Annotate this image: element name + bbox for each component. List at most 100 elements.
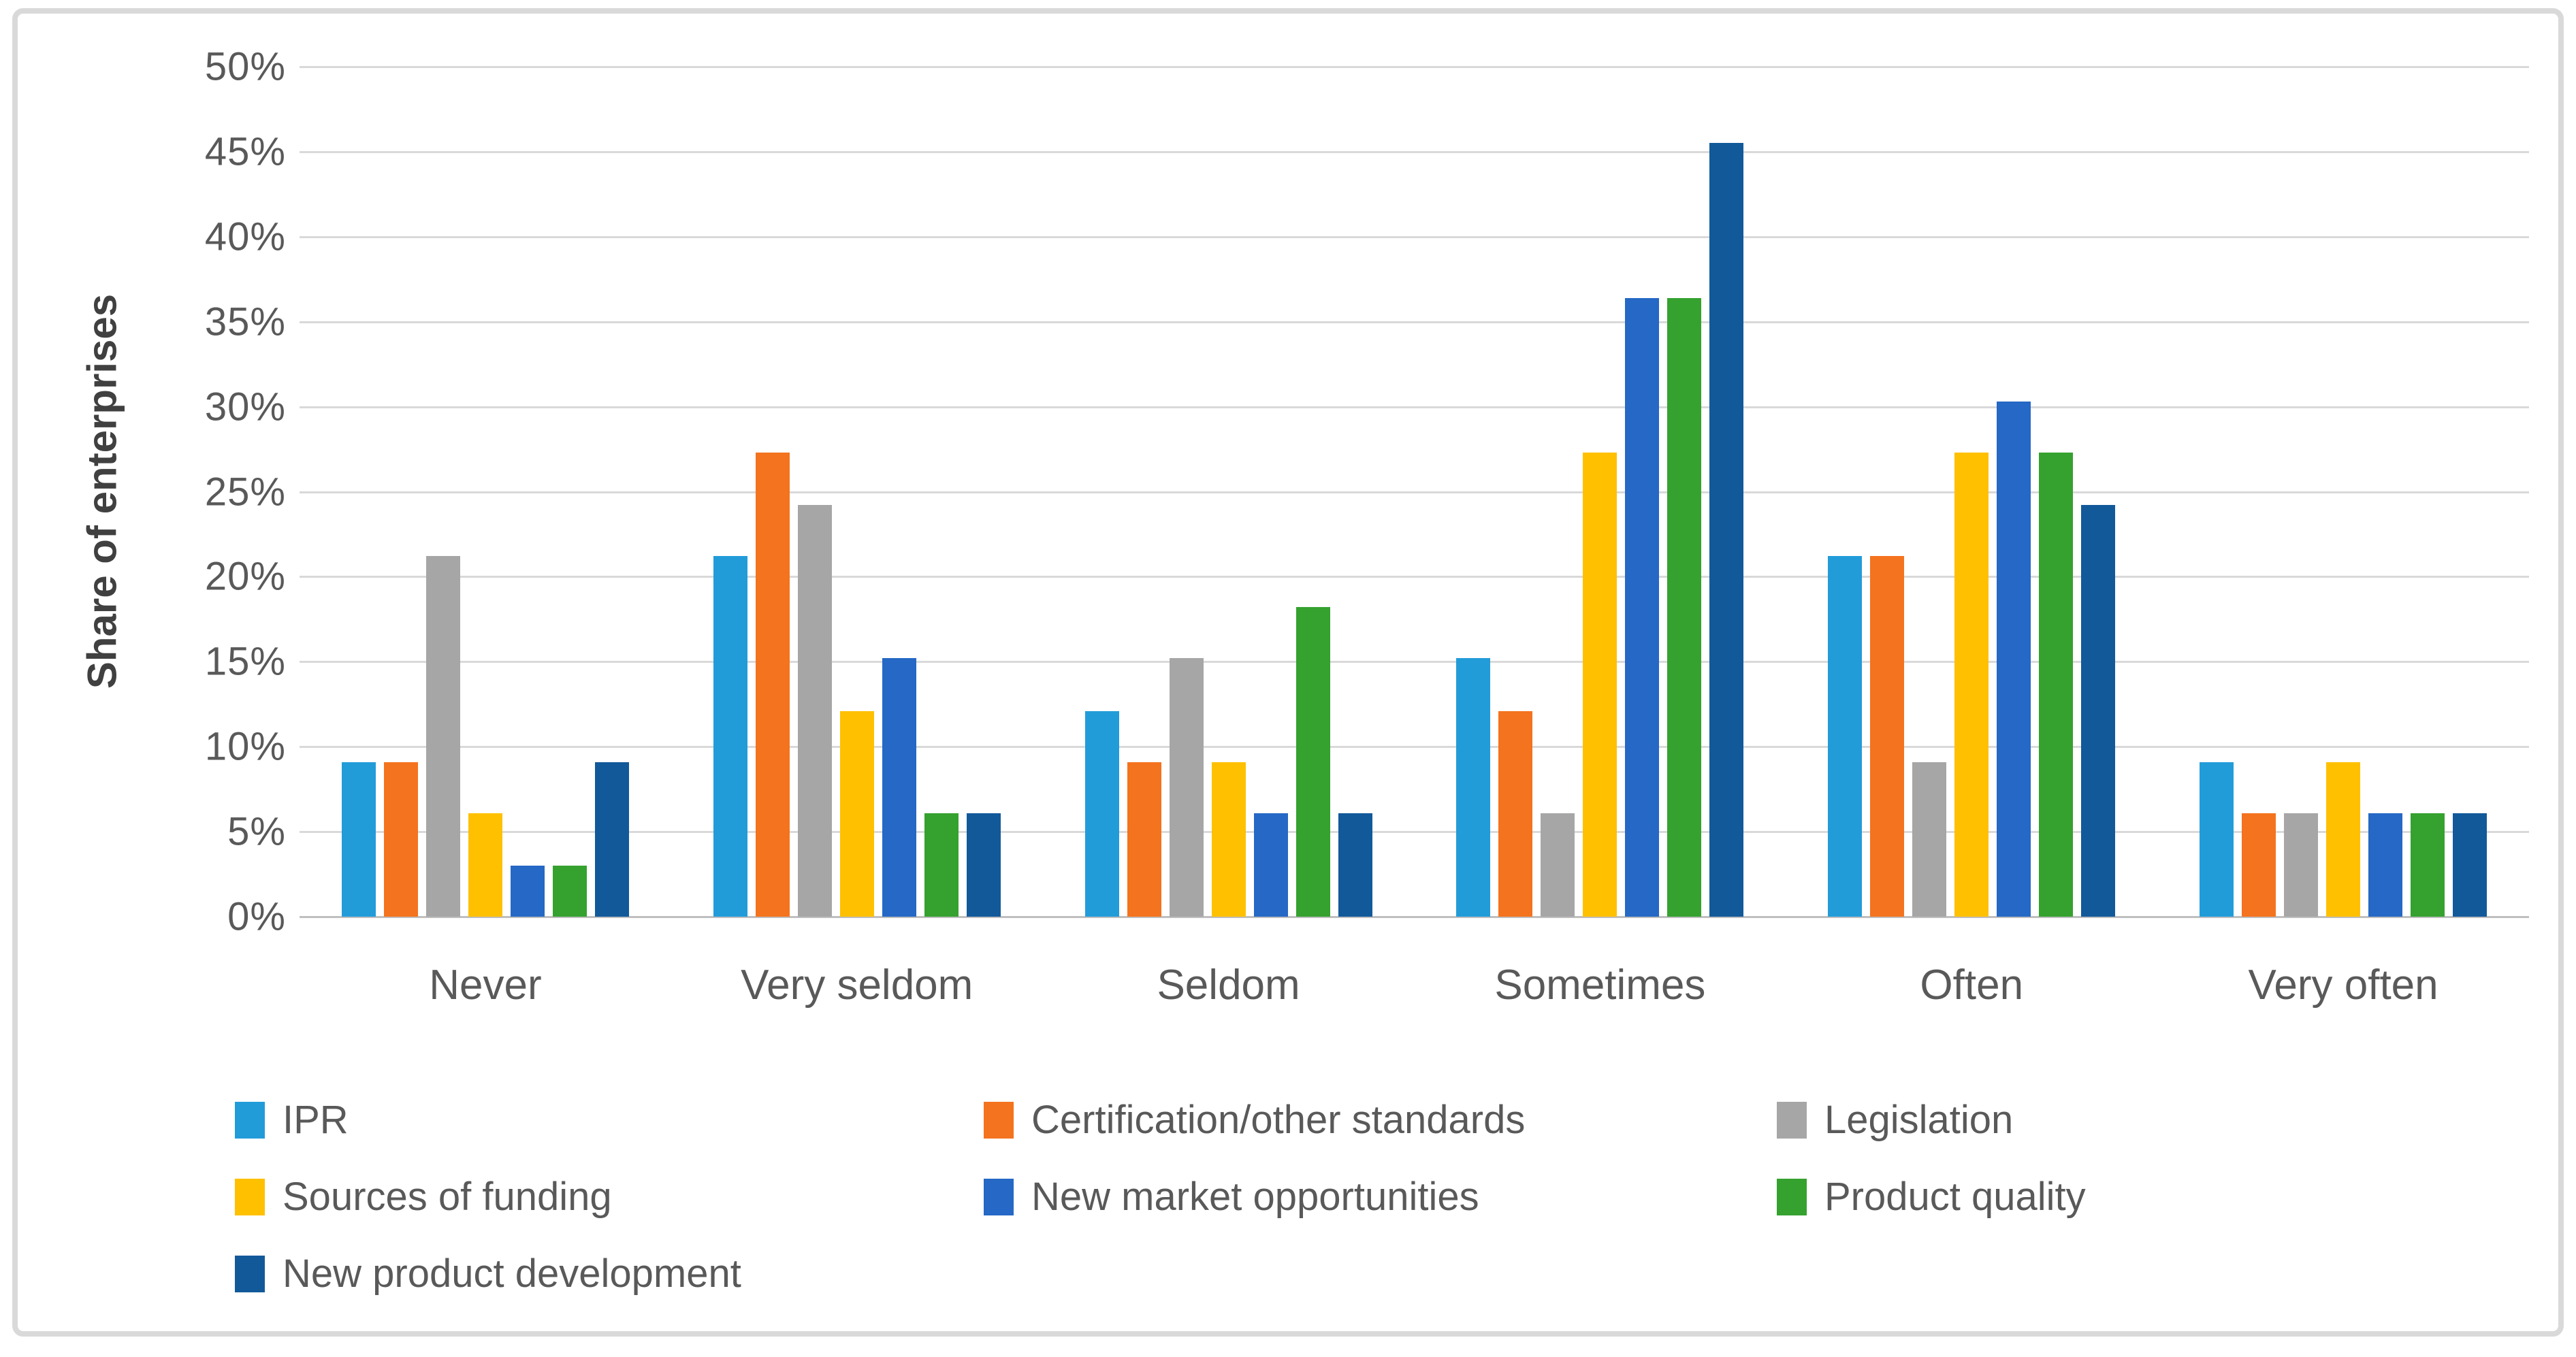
bar-ipr-often xyxy=(1828,556,1863,917)
legend-label-certification-other-standards: Certification/other standards xyxy=(1031,1098,1526,1142)
bar-product-quality-often xyxy=(2039,453,2074,917)
y-tick-label-30: 30% xyxy=(204,385,286,429)
legend-label-sources-of-funding: Sources of funding xyxy=(283,1175,612,1219)
bar-product-quality-seldom xyxy=(1295,607,1330,917)
bar-product-quality-sometimes xyxy=(1667,297,1702,917)
gridline-0 xyxy=(300,916,2529,918)
bar-legislation-sometimes xyxy=(1541,813,1575,917)
bar-certification-other-standards-very-often xyxy=(2242,813,2276,917)
legend-swatch-sources-of-funding xyxy=(235,1178,265,1215)
legend-item-new-market-opportunities: New market opportunities xyxy=(984,1174,1777,1220)
bar-ipr-very-seldom xyxy=(713,556,747,917)
x-label-often: Often xyxy=(1920,962,2024,1009)
legend-label-legislation: Legislation xyxy=(1824,1098,2014,1142)
legend-swatch-new-market-opportunities xyxy=(984,1178,1014,1215)
legend-label-new-market-opportunities: New market opportunities xyxy=(1031,1175,1479,1219)
y-tick-label-5: 5% xyxy=(227,809,286,854)
gridline-45 xyxy=(300,150,2529,153)
bar-new-product-development-very-often xyxy=(2453,813,2488,917)
legend: IPR Certification/other standards Legislat… xyxy=(235,1097,2086,1296)
y-tick-label-25: 25% xyxy=(204,470,286,514)
x-axis-category-labels: Never Very seldom Seldom Sometimes Often Very… xyxy=(300,961,2529,1009)
bar-new-market-opportunities-sometimes xyxy=(1625,297,1660,917)
bar-product-quality-very-often xyxy=(2411,813,2445,917)
legend-swatch-product-quality xyxy=(1777,1178,1807,1215)
gridline-15 xyxy=(300,661,2529,664)
legend-swatch-new-product-development xyxy=(235,1255,265,1292)
x-label-sometimes: Sometimes xyxy=(1494,962,1706,1009)
bar-sources-of-funding-never xyxy=(468,813,502,917)
bar-certification-other-standards-never xyxy=(383,762,418,917)
bar-certification-other-standards-very-seldom xyxy=(755,453,790,917)
gridline-20 xyxy=(300,576,2529,578)
bar-product-quality-never xyxy=(552,866,587,917)
y-tick-label-50: 50% xyxy=(204,44,286,89)
bar-new-product-development-very-seldom xyxy=(966,813,1001,917)
gridline-5 xyxy=(300,831,2529,834)
bar-new-market-opportunities-very-often xyxy=(2368,813,2403,917)
bar-new-product-development-sometimes xyxy=(1709,143,1744,917)
bar-legislation-very-seldom xyxy=(797,505,832,917)
legend-item-ipr: IPR xyxy=(235,1097,984,1143)
bar-legislation-seldom xyxy=(1169,658,1204,917)
bar-new-market-opportunities-often xyxy=(1997,402,2031,917)
bar-group-very-often xyxy=(2157,67,2529,917)
bar-certification-other-standards-seldom xyxy=(1127,762,1161,917)
bar-sources-of-funding-very-often xyxy=(2326,762,2361,917)
bar-legislation-very-often xyxy=(2284,813,2319,917)
y-axis-tick-labels: 0% 5% 10% 15% 20% 25% 30% 35% 40% 45% 50% xyxy=(82,45,286,939)
y-tick-label-45: 45% xyxy=(204,129,286,174)
legend-item-new-product-development: New product development xyxy=(235,1251,984,1296)
bar-sources-of-funding-very-seldom xyxy=(839,710,874,917)
y-tick-label-35: 35% xyxy=(204,299,286,344)
legend-item-certification-other-standards: Certification/other standards xyxy=(984,1097,1777,1143)
y-tick-label-15: 15% xyxy=(204,639,286,684)
y-tick-label-40: 40% xyxy=(204,214,286,259)
x-label-very-often: Very often xyxy=(2248,962,2438,1009)
legend-label-new-product-development: New product development xyxy=(283,1252,741,1296)
bar-product-quality-very-seldom xyxy=(924,813,959,917)
bar-new-product-development-seldom xyxy=(1338,813,1372,917)
bar-certification-other-standards-sometimes xyxy=(1498,710,1533,917)
bar-new-market-opportunities-seldom xyxy=(1253,813,1288,917)
bar-certification-other-standards-often xyxy=(1870,556,1905,917)
bar-group-seldom xyxy=(1043,67,1415,917)
bar-sources-of-funding-seldom xyxy=(1211,762,1246,917)
bar-ipr-never xyxy=(341,762,376,917)
bar-legislation-never xyxy=(425,556,460,917)
bar-ipr-sometimes xyxy=(1456,658,1491,917)
y-tick-label-10: 10% xyxy=(204,724,286,769)
legend-swatch-certification-other-standards xyxy=(984,1101,1014,1139)
bar-ipr-very-often xyxy=(2200,762,2234,917)
x-label-very-seldom: Very seldom xyxy=(741,962,973,1009)
bar-chart xyxy=(300,67,2529,917)
bar-group-never xyxy=(300,67,671,917)
bar-sources-of-funding-often xyxy=(1954,453,1989,917)
gridline-10 xyxy=(300,746,2529,749)
gridline-25 xyxy=(300,491,2529,493)
bar-group-very-seldom xyxy=(671,67,1043,917)
gridline-40 xyxy=(300,235,2529,238)
legend-swatch-legislation xyxy=(1777,1101,1807,1139)
x-label-seldom: Seldom xyxy=(1157,962,1300,1009)
bar-new-product-development-often xyxy=(2081,505,2116,917)
y-tick-label-0: 0% xyxy=(227,894,286,939)
y-tick-label-20: 20% xyxy=(204,554,286,599)
bar-sources-of-funding-sometimes xyxy=(1583,453,1617,917)
plot-area xyxy=(300,66,2529,918)
legend-label-ipr: IPR xyxy=(283,1098,349,1142)
legend-item-product-quality: Product quality xyxy=(1777,1174,2086,1220)
bar-new-market-opportunities-never xyxy=(510,866,545,917)
legend-item-sources-of-funding: Sources of funding xyxy=(235,1174,984,1220)
bar-new-product-development-never xyxy=(594,762,629,917)
x-label-never: Never xyxy=(429,962,542,1009)
bar-group-sometimes xyxy=(1414,67,1786,917)
legend-label-product-quality: Product quality xyxy=(1824,1175,2086,1219)
bar-new-market-opportunities-very-seldom xyxy=(882,658,916,917)
bar-ipr-seldom xyxy=(1084,710,1119,917)
legend-swatch-ipr xyxy=(235,1101,265,1139)
gridline-50 xyxy=(300,66,2529,68)
gridline-30 xyxy=(300,406,2529,408)
bar-legislation-often xyxy=(1912,762,1947,917)
bar-group-often xyxy=(1786,67,2157,917)
